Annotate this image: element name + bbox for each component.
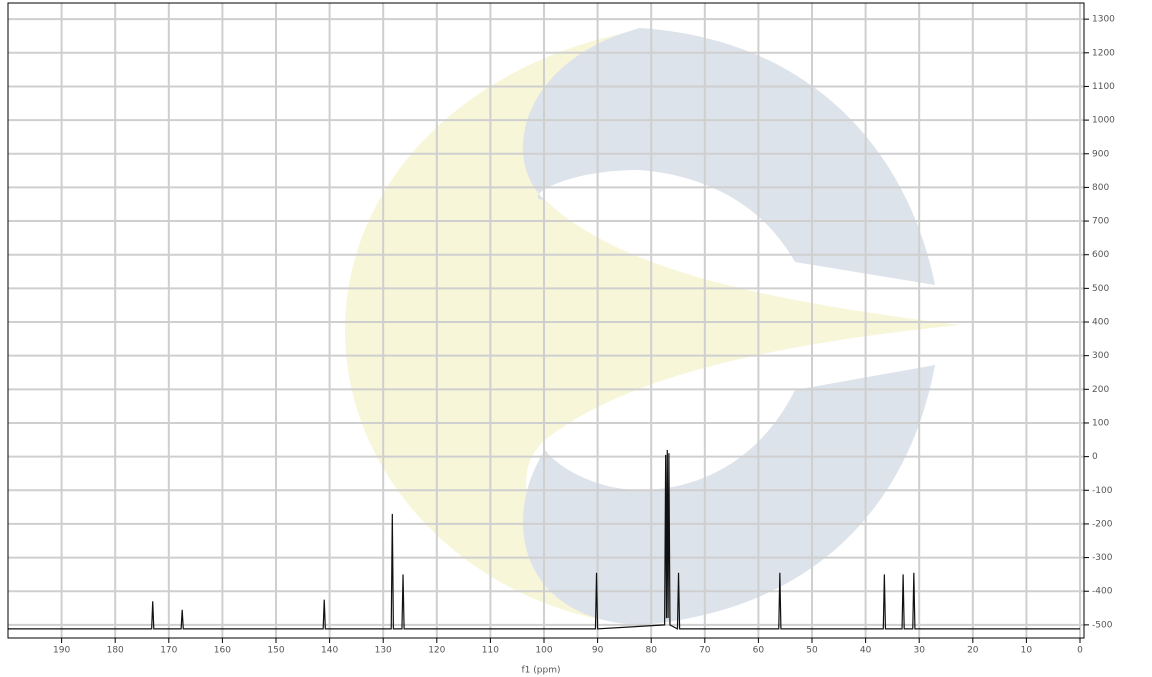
x-tick-label: 90 xyxy=(592,646,604,656)
y-tick-label: -400 xyxy=(1092,587,1113,597)
x-tick-label: 50 xyxy=(806,646,818,656)
watermark-ring-bottom xyxy=(522,365,935,625)
x-tick-label: 130 xyxy=(375,646,392,656)
x-tick-label: 100 xyxy=(535,646,552,656)
x-tick-label: 60 xyxy=(753,646,765,656)
x-tick-label: 140 xyxy=(321,646,338,656)
y-tick-label: 0 xyxy=(1092,452,1098,462)
x-tick-label: 20 xyxy=(967,646,979,656)
x-tick-label: 180 xyxy=(107,646,124,656)
x-tick-label: 40 xyxy=(860,646,872,656)
y-tick-label: 600 xyxy=(1092,250,1109,260)
plot xyxy=(8,449,1080,630)
y-tick-label: 1200 xyxy=(1092,48,1115,58)
y-tick-label: 1000 xyxy=(1092,116,1115,126)
grid xyxy=(8,3,1084,638)
x-tick-label: 110 xyxy=(482,646,499,656)
x-tick-label: 160 xyxy=(214,646,231,656)
x-tick-label: 80 xyxy=(645,646,657,656)
x-tick-label: 190 xyxy=(53,646,70,656)
x-tick-label: 120 xyxy=(428,646,445,656)
y-tick-label: 700 xyxy=(1092,217,1109,227)
x-tick-label: 150 xyxy=(267,646,284,656)
y-tick-label: 1100 xyxy=(1092,82,1115,92)
x-tick-label: 0 xyxy=(1077,646,1083,656)
y-tick-label: 300 xyxy=(1092,351,1109,361)
y-tick-label: -500 xyxy=(1092,620,1113,630)
y-tick-label: 100 xyxy=(1092,418,1109,428)
y-tick-label: 200 xyxy=(1092,385,1109,395)
y-tick-label: -200 xyxy=(1092,519,1113,529)
spectrum-line xyxy=(8,449,1080,630)
x-tick-label: 30 xyxy=(913,646,925,656)
x-axis-label: f1 (ppm) xyxy=(522,666,561,676)
y-tick-label: 400 xyxy=(1092,318,1109,328)
y-tick-label: 1300 xyxy=(1092,15,1115,25)
y-tick-label: 500 xyxy=(1092,284,1109,294)
y-tick-label: 800 xyxy=(1092,183,1109,193)
plot-frame xyxy=(7,2,1085,639)
x-tick-label: 70 xyxy=(699,646,711,656)
y-tick-label: 900 xyxy=(1092,149,1109,159)
x-tick-label: 10 xyxy=(1021,646,1033,656)
y-tick-label: -100 xyxy=(1092,486,1113,496)
x-tick-label: 170 xyxy=(160,646,177,656)
watermark-crescent xyxy=(345,30,960,622)
y-tick-label: -300 xyxy=(1092,553,1113,563)
